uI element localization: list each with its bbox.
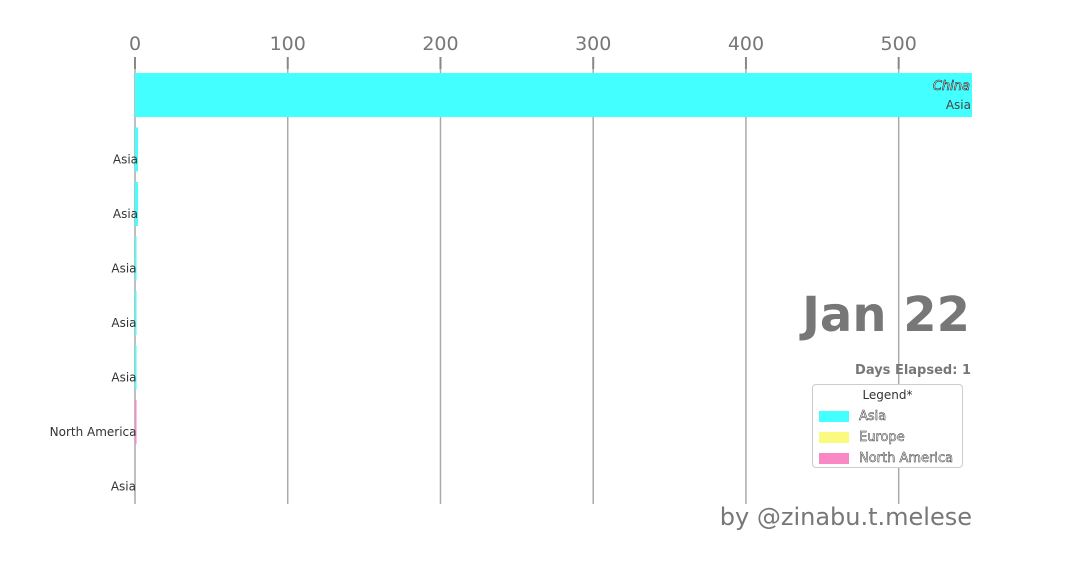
x-tick-label: 300 — [575, 33, 611, 55]
bar — [135, 182, 139, 226]
days-elapsed-label: Days Elapsed: 1 — [855, 363, 971, 378]
bar — [135, 73, 972, 117]
bar-group-label: Asia — [111, 480, 136, 494]
date-label: Jan 22 — [799, 287, 970, 343]
legend-item-north-america: North America — [819, 450, 953, 466]
bar-group-label: North America — [50, 425, 137, 439]
bar-group-label: Asia — [113, 153, 138, 167]
x-tick-label: 500 — [881, 33, 917, 55]
bar-group-label: Asia — [113, 207, 138, 221]
legend-label-europe: Europe — [859, 429, 905, 445]
legend-title: Legend* — [862, 388, 913, 402]
x-tick-label: 100 — [270, 33, 306, 55]
legend-swatch-north-america — [819, 452, 849, 464]
bar — [135, 400, 137, 444]
x-tick-label: 200 — [422, 33, 458, 55]
bar-group-label: Asia — [111, 371, 136, 385]
bar-group-label: Asia — [946, 98, 971, 112]
bar — [135, 291, 137, 335]
bar-group-label: Asia — [111, 262, 136, 276]
legend: Legend* Asia Europe North America — [812, 384, 963, 468]
legend-label-asia: Asia — [859, 408, 887, 424]
bar-layer — [135, 73, 972, 444]
grid-layer — [134, 57, 900, 504]
bar — [135, 345, 137, 390]
legend-swatch-europe — [819, 431, 849, 443]
bar-group-label: Asia — [111, 316, 136, 330]
label-layer: 0 100 200 300 400 500 China Asia Asia Asia Asia Asi… — [50, 33, 971, 494]
legend-item-europe: Europe — [819, 429, 905, 445]
bar-name-label: China — [933, 79, 970, 94]
legend-label-north-america: North America — [859, 450, 954, 466]
x-tick-label: 0 — [129, 33, 141, 55]
legend-item-asia: Asia — [819, 408, 887, 424]
bar — [135, 236, 137, 281]
legend-swatch-asia — [819, 410, 849, 422]
author-credit: by @zinabu.t.melese — [719, 503, 972, 531]
x-tick-label: 400 — [728, 33, 764, 55]
bar — [135, 127, 139, 172]
